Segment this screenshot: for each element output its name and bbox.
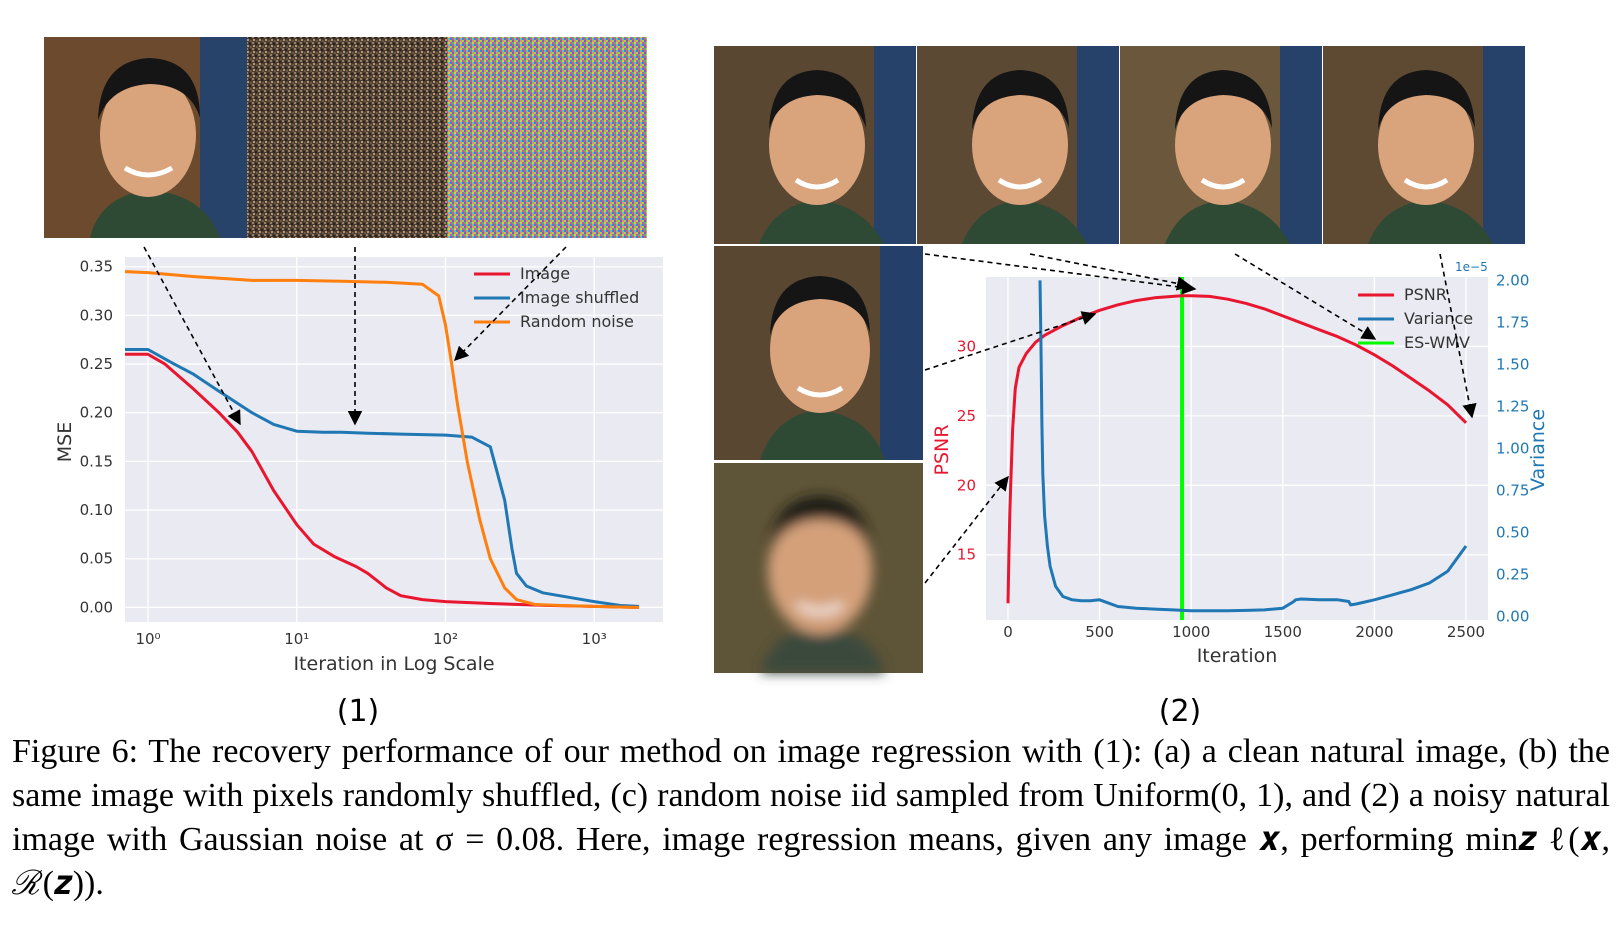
top-face-image xyxy=(714,46,916,244)
variance-series-line xyxy=(1038,280,1468,613)
psnr-y-tick-label: 30 xyxy=(957,337,976,355)
shuffled-image xyxy=(247,37,447,238)
psnr-y-tick-label: 20 xyxy=(957,476,976,494)
mse-y-tick-label: 0.20 xyxy=(80,404,113,422)
variance-y-tick-label: 0.00 xyxy=(1496,608,1529,626)
mse-x-tick-label: 10⁰ xyxy=(135,630,160,648)
psnr-y-axis-label: PSNR xyxy=(931,425,953,476)
variance-y-axis-label: Variance xyxy=(1527,409,1549,491)
panel-label-1: (1) xyxy=(337,694,380,729)
mse-y-tick-label: 0.00 xyxy=(80,598,113,616)
variance-y-tick-label: 1.50 xyxy=(1496,355,1529,373)
psnr-x-tick-label: 2500 xyxy=(1447,623,1485,641)
top-face-image xyxy=(1120,46,1322,244)
variance-scale-label: 1e−5 xyxy=(1455,260,1488,274)
mse-y-tick-label: 0.25 xyxy=(80,355,113,373)
random-noise-image xyxy=(447,37,647,238)
psnr-x-axis-label: Iteration xyxy=(1197,645,1278,667)
annotation-arrows xyxy=(143,246,1477,584)
mse-y-tick-label: 0.30 xyxy=(80,306,113,324)
face-mid-image xyxy=(714,246,923,460)
top-face-image xyxy=(917,46,1119,244)
psnr-plot-area xyxy=(986,277,1488,620)
psnr-legend-label: PSNR xyxy=(1404,285,1447,304)
arrow-top-3 xyxy=(1234,253,1377,340)
psnr-x-tick-label: 500 xyxy=(1085,623,1114,641)
mse-x-axis-label: Iteration in Log Scale xyxy=(293,653,494,675)
mse-y-tick-label: 0.10 xyxy=(80,501,113,519)
psnr-x-tick-label: 2000 xyxy=(1355,623,1393,641)
arrow-top-2 xyxy=(1029,253,1192,291)
psnr-x-tick-label: 1500 xyxy=(1264,623,1302,641)
arrow-side-mid xyxy=(924,311,1097,371)
variance-y-tick-label: 1.00 xyxy=(1496,440,1529,458)
mse-legend-label: Image shuffled xyxy=(520,288,639,307)
psnr-legend-label: Variance xyxy=(1404,309,1473,328)
mse-x-tick-label: 10¹ xyxy=(284,630,309,648)
panel1-image-strip xyxy=(44,37,647,238)
psnr-legend: PSNR Variance ES-WMV xyxy=(1358,285,1473,352)
mse-series-line xyxy=(124,270,640,609)
panel-label-2: (2) xyxy=(1159,694,1202,729)
mse-x-tick-label: 10² xyxy=(433,630,458,648)
psnr-chart: 15 20 25 30 0 500 1000 1500 2000 2500 0.00 0.25 0.50… xyxy=(931,260,1549,667)
psnr-y-tick-label: 25 xyxy=(957,407,976,425)
psnr-series-line xyxy=(1006,294,1468,604)
mse-legend-label: Random noise xyxy=(520,312,634,331)
psnr-legend-label: ES-WMV xyxy=(1404,333,1470,352)
mse-y-tick-label: 0.05 xyxy=(80,550,113,568)
figure-caption: Figure 6: The recovery performance of ou… xyxy=(12,733,1610,902)
mse-x-tick-label: 10³ xyxy=(582,630,607,648)
arrow-top-1 xyxy=(924,253,1197,295)
psnr-y-tick-label: 15 xyxy=(957,546,976,564)
variance-y-tick-label: 2.00 xyxy=(1496,271,1529,289)
arrow-side-blurry xyxy=(924,475,1009,584)
arrow-top-4 xyxy=(1439,253,1477,419)
mse-series-line xyxy=(125,348,640,608)
variance-y-tick-label: 1.25 xyxy=(1496,397,1529,415)
psnr-x-tick-label: 1000 xyxy=(1172,623,1210,641)
variance-y-tick-label: 1.75 xyxy=(1496,313,1529,331)
psnr-x-tick-label: 0 xyxy=(1003,623,1013,641)
variance-y-tick-label: 0.25 xyxy=(1496,566,1529,584)
arrow-image xyxy=(143,246,241,426)
top-face-image xyxy=(1323,46,1525,244)
mse-y-tick-label: 0.35 xyxy=(80,258,113,276)
mse-y-axis-label: MSE xyxy=(54,422,76,462)
variance-y-tick-label: 0.50 xyxy=(1496,524,1529,542)
face-photo-image xyxy=(44,37,247,238)
mse-chart: 0.00 0.05 0.10 0.15 0.20 0.25 0.30 0.35 10⁰ 10¹ 10… xyxy=(54,257,663,675)
mse-plot-area xyxy=(125,257,663,622)
variance-y-tick-label: 0.75 xyxy=(1496,482,1529,500)
panel2-image-strip xyxy=(714,46,1525,673)
face-blurry-image xyxy=(714,463,923,673)
mse-series-line xyxy=(125,352,640,609)
mse-y-tick-label: 0.15 xyxy=(80,452,113,470)
mse-legend-label: Image xyxy=(520,264,570,283)
mse-legend: Image Image shuffled Random noise xyxy=(474,264,639,331)
